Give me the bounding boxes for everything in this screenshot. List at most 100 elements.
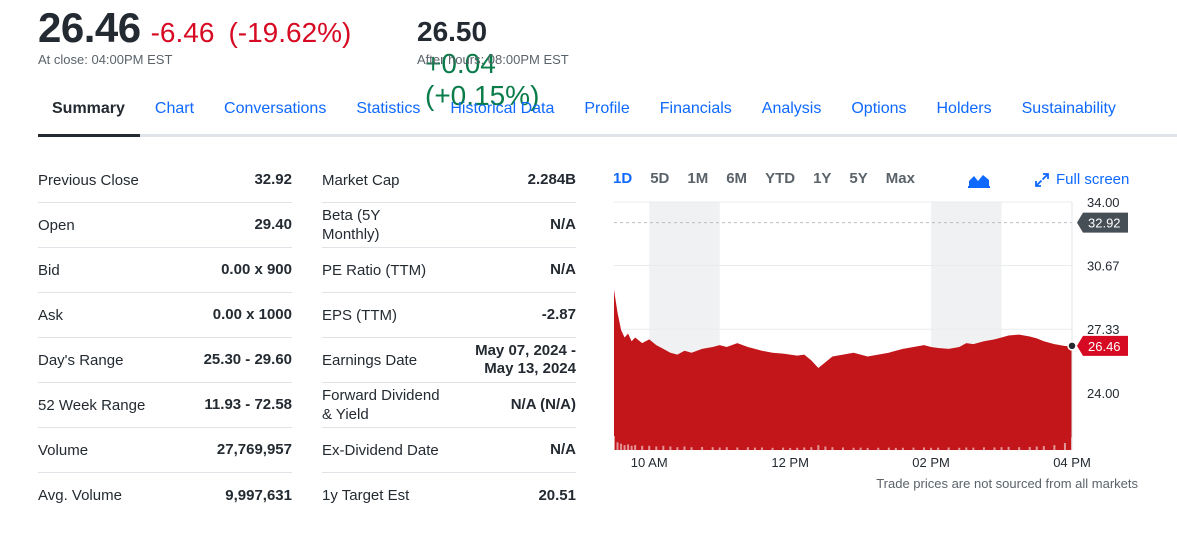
range-6m[interactable]: 6M (726, 170, 748, 187)
range-ytd[interactable]: YTD (765, 170, 796, 187)
volume-bar (753, 447, 756, 450)
regular-price-row: 26.46 -6.46 (-19.62%) (38, 4, 351, 52)
range-max[interactable]: Max (885, 170, 915, 187)
volume-bar (676, 447, 679, 450)
after-hours-change-percent: (+0.15%) (425, 80, 540, 111)
stat-value: 32.92 (254, 171, 292, 188)
after-hours-price: 26.50 (417, 16, 488, 47)
last-price-label: 26.46 (1088, 339, 1121, 354)
volume-bar (887, 447, 890, 450)
tab-summary[interactable]: Summary (38, 87, 140, 137)
stat-label: Forward Dividend & Yield (322, 387, 440, 423)
stat-row-open: Open 29.40 (38, 203, 292, 248)
volume-bar (620, 443, 623, 450)
after-hours-change: +0.04 (425, 48, 496, 79)
tab-profile[interactable]: Profile (584, 100, 630, 117)
volume-bar (725, 447, 728, 450)
stat-value: N/A (550, 216, 576, 233)
x-tick-label: 12 PM (771, 455, 809, 470)
tab-conversations[interactable]: Conversations (224, 100, 327, 117)
volume-bar (641, 445, 644, 450)
chart-disclaimer: Trade prices are not sourced from all ma… (876, 476, 1138, 491)
stat-row-market-cap: Market Cap 2.284B (322, 158, 576, 203)
volume-bar (831, 447, 834, 450)
tab-financials[interactable]: Financials (659, 100, 732, 117)
stat-row-forward-dividend: Forward Dividend & Yield N/A (N/A) (322, 383, 576, 428)
volume-bar (690, 447, 693, 450)
stat-value: 0.00 x 900 (221, 261, 292, 278)
volume-bar (982, 447, 985, 450)
tab-chart[interactable]: Chart (154, 100, 195, 117)
volume-bar (972, 447, 975, 450)
stat-label: EPS (TTM) (322, 306, 397, 324)
volume-bar (1042, 446, 1045, 450)
volume-bar (634, 445, 637, 450)
volume-bar (937, 447, 940, 450)
volume-bar (1028, 446, 1031, 450)
volume-bar (613, 436, 615, 450)
stat-label: Bid (38, 261, 60, 279)
volume-bar (655, 446, 658, 450)
volume-bar (947, 447, 950, 450)
volume-bar (711, 447, 714, 450)
last-price-dot (1067, 341, 1077, 351)
stat-value: 29.40 (254, 216, 292, 233)
volume-bar (817, 445, 820, 450)
volume-bar (630, 445, 633, 450)
previous-close-label: 32.92 (1088, 216, 1121, 231)
volume-bar (627, 444, 630, 450)
stat-value: 27,769,957 (216, 441, 292, 458)
stat-row-beta: Beta (5Y Monthly) N/A (322, 203, 576, 248)
price-chart-panel: 34.00 30.67 27.33 24.00 10 AM 12 PM 02 PM 04 PM… (606, 160, 1177, 500)
volume-bar (669, 446, 672, 450)
full-screen-label: Full screen (1056, 171, 1130, 188)
range-5y[interactable]: 5Y (849, 170, 868, 187)
volume-bar (1035, 446, 1038, 450)
stat-value: N/A (550, 441, 576, 458)
after-hours-row: 26.50 +0.04 (+0.15%) (417, 16, 539, 112)
range-1d[interactable]: 1D (613, 170, 633, 187)
full-screen-button[interactable]: Full screen (1034, 171, 1129, 188)
y-tick-label: 34.00 (1087, 195, 1120, 210)
y-tick-label: 24.00 (1087, 386, 1120, 401)
quote-header: 26.46 -6.46 (-19.62%) At close: 04:00PM … (38, 4, 569, 111)
tab-analysis[interactable]: Analysis (761, 100, 822, 117)
range-1y[interactable]: 1Y (813, 170, 832, 187)
x-tick-label: 04 PM (1053, 455, 1091, 470)
tab-options[interactable]: Options (851, 100, 907, 117)
stat-row-eps: EPS (TTM) -2.87 (322, 293, 576, 338)
volume-bar (894, 447, 897, 450)
tab-historical-data[interactable]: Historical Data (450, 100, 555, 117)
stat-value: -2.87 (541, 306, 576, 323)
volume-bar (1063, 443, 1066, 450)
stat-label: Open (38, 216, 75, 234)
stat-row-ask: Ask 0.00 x 1000 (38, 293, 292, 338)
volume-bar (736, 447, 739, 450)
tab-sustainability[interactable]: Sustainability (1021, 100, 1116, 117)
previous-close-badge (1077, 212, 1128, 233)
y-tick-label: 27.33 (1087, 322, 1120, 337)
quote-nav-tabs: Summary Chart Conversations Statistics H… (38, 87, 1177, 137)
volume-bar (912, 447, 915, 450)
volume-bar (923, 447, 926, 450)
intraday-area-chart[interactable]: 34.00 30.67 27.33 24.00 10 AM 12 PM 02 PM 04 PM… (606, 160, 1177, 480)
mountain-chart-icon[interactable] (968, 172, 990, 188)
summary-stats-left: Previous Close 32.92 Open 29.40 Bid 0.00… (38, 158, 292, 518)
stat-value: 25.30 - 29.60 (203, 351, 292, 368)
volume-bar (877, 447, 880, 450)
volume-bar (746, 447, 749, 450)
stat-value: 20.51 (538, 486, 576, 504)
stat-row-pe-ratio: PE Ratio (TTM) N/A (322, 248, 576, 293)
tab-holders[interactable]: Holders (936, 100, 992, 117)
volume-bar (662, 445, 665, 450)
after-hours-time-label: After hours: 08:00PM EST (417, 52, 569, 67)
range-5d[interactable]: 5D (650, 170, 670, 187)
x-tick-label: 02 PM (912, 455, 950, 470)
stat-label: Previous Close (38, 171, 139, 189)
tab-statistics[interactable]: Statistics (356, 100, 421, 117)
stat-label: Market Cap (322, 171, 400, 189)
volume-bar (1000, 447, 1003, 450)
stat-row-earnings-date: Earnings Date May 07, 2024 - May 13, 202… (322, 338, 576, 383)
range-1m[interactable]: 1M (687, 170, 709, 187)
volume-bar (623, 445, 626, 450)
